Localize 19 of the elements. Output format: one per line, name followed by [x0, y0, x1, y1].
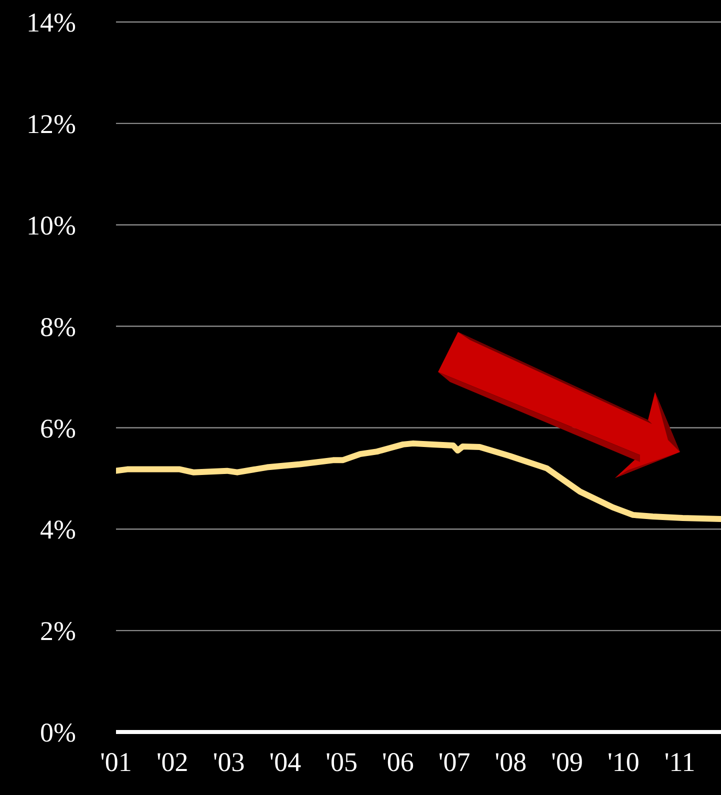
x-tick-label: '08: [494, 747, 527, 778]
x-tick-label: '09: [551, 747, 584, 778]
y-tick-label: 10%: [26, 210, 76, 240]
x-tick-label: '10: [608, 747, 640, 778]
x-tick-label: '07: [438, 747, 470, 778]
y-tick-label: 2%: [40, 616, 76, 646]
x-tick-label: '11: [664, 747, 696, 778]
x-tick-label: '05: [326, 747, 358, 778]
x-tick-label: '03: [212, 747, 245, 778]
x-tick-label: '01: [100, 747, 132, 778]
y-tick-label: 8%: [40, 312, 76, 342]
x-tick-label: '02: [156, 747, 188, 778]
y-tick-label: 14%: [26, 8, 76, 38]
x-tick-label: '04: [269, 747, 302, 778]
y-tick-label: 0%: [40, 718, 76, 748]
y-tick-label: 6%: [40, 413, 76, 444]
x-tick-label: '06: [382, 747, 414, 778]
y-tick-label: 4%: [40, 514, 76, 545]
y-tick-label: 12%: [26, 109, 76, 140]
